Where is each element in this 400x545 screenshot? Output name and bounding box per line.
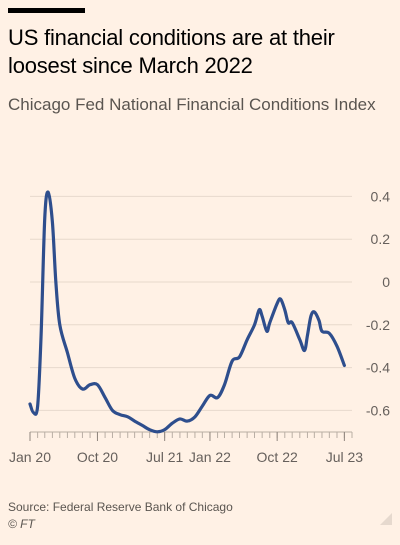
x-tick-label-0: Jan 20 bbox=[9, 449, 51, 465]
series-line-0 bbox=[28, 190, 346, 434]
line-chart: 0.4 0.2 0 -0.2 -0.4 -0.6 Jan 20 Oct 20 Jul 21 Jan… bbox=[9, 188, 391, 465]
x-tick-label-1: Oct 20 bbox=[77, 449, 118, 465]
y-tick-label-4: -0.4 bbox=[366, 360, 390, 376]
copyright-notice: © FT bbox=[8, 517, 35, 531]
y-tick-label-2: 0 bbox=[382, 274, 390, 290]
x-tick-label-5: Jul 23 bbox=[326, 449, 364, 465]
y-tick-label-5: -0.6 bbox=[366, 402, 390, 418]
x-tick-label-3: Jan 22 bbox=[189, 449, 231, 465]
resize-handle-icon[interactable] bbox=[380, 513, 392, 525]
chart-source: Source: Federal Reserve Bank of Chicago bbox=[8, 500, 233, 514]
x-tick-label-4: Oct 22 bbox=[257, 449, 298, 465]
chart-subtitle: Chicago Fed National Financial Condition… bbox=[8, 95, 376, 114]
y-tick-label-3: -0.2 bbox=[366, 317, 390, 333]
x-tick-label-2: Jul 21 bbox=[146, 449, 184, 465]
ft-top-bar bbox=[8, 8, 85, 13]
y-tick-label-0: 0.4 bbox=[371, 188, 391, 204]
y-tick-label-1: 0.2 bbox=[371, 231, 391, 247]
chart-title: US financial conditions are at their loo… bbox=[8, 25, 335, 78]
